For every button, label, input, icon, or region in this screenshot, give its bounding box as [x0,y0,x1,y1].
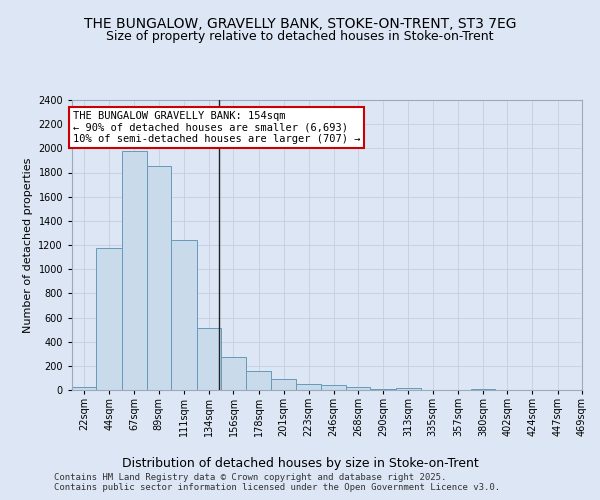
Text: Contains public sector information licensed under the Open Government Licence v3: Contains public sector information licen… [54,482,500,492]
Bar [221,357,246,390]
Bar [322,385,346,390]
Bar [97,248,122,390]
Y-axis label: Number of detached properties: Number of detached properties [23,158,32,332]
Bar [346,388,370,390]
Text: THE BUNGALOW, GRAVELLY BANK, STOKE-ON-TRENT, ST3 7EG: THE BUNGALOW, GRAVELLY BANK, STOKE-ON-TR… [84,18,516,32]
Text: Size of property relative to detached houses in Stoke-on-Trent: Size of property relative to detached ho… [106,30,494,43]
Bar [271,379,296,390]
Bar [197,328,221,390]
Bar [122,152,146,390]
Bar [396,388,421,390]
Bar [296,384,322,390]
Bar [370,388,396,390]
Bar [146,166,171,390]
Bar [246,372,271,390]
Text: Distribution of detached houses by size in Stoke-on-Trent: Distribution of detached houses by size … [122,458,478,470]
Text: THE BUNGALOW GRAVELLY BANK: 154sqm
← 90% of detached houses are smaller (6,693)
: THE BUNGALOW GRAVELLY BANK: 154sqm ← 90%… [73,111,361,144]
Bar [470,388,495,390]
Bar [72,387,97,390]
Text: Contains HM Land Registry data © Crown copyright and database right 2025.: Contains HM Land Registry data © Crown c… [54,472,446,482]
Bar [171,240,197,390]
